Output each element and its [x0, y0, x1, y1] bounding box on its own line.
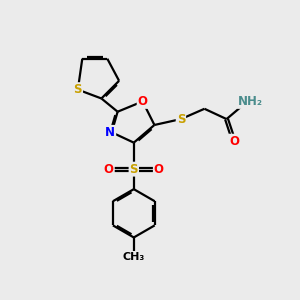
Text: S: S [130, 163, 138, 176]
Text: O: O [138, 95, 148, 108]
Text: NH₂: NH₂ [238, 95, 262, 108]
Text: S: S [74, 83, 82, 96]
Text: O: O [154, 163, 164, 176]
Text: S: S [177, 112, 185, 126]
Text: N: N [105, 126, 115, 139]
Text: O: O [104, 163, 114, 176]
Text: CH₃: CH₃ [123, 252, 145, 262]
Text: O: O [229, 135, 239, 148]
